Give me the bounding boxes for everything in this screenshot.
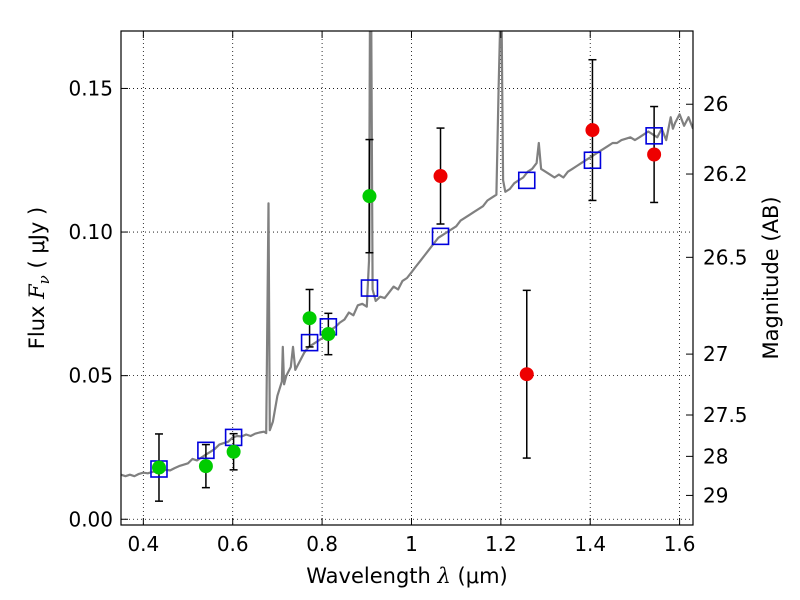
- optical-point: [226, 444, 241, 459]
- mag-tick-label: 27.5: [703, 403, 748, 427]
- nir-point: [519, 367, 534, 382]
- optical-point: [151, 460, 166, 475]
- mag-tick-label: 26: [703, 92, 728, 116]
- mag-tick-label: 26.2: [703, 162, 748, 186]
- y-tick-label: 0.05: [68, 364, 113, 388]
- model-flux-square: [517, 171, 536, 190]
- plot-data: [121, 31, 693, 502]
- model-flux-square: [431, 227, 450, 246]
- model-flux-square: [300, 333, 319, 352]
- mag-tick-label: 26.5: [703, 245, 748, 269]
- optical-point: [198, 459, 213, 474]
- x-tick-label: 1.4: [574, 532, 606, 556]
- optical-point: [362, 189, 377, 204]
- optical-point: [321, 327, 336, 342]
- optical-point: [302, 311, 317, 326]
- model-flux-square: [360, 279, 379, 297]
- x-tick-label: 0.6: [217, 532, 249, 556]
- x-tick-label: 0.8: [306, 532, 338, 556]
- grid: [121, 31, 693, 525]
- mag-tick-label: 29: [703, 483, 728, 507]
- x-tick-label: 1: [405, 532, 418, 556]
- x-axis-label: Wavelength λ (μm): [306, 564, 507, 588]
- mag-tick-label: 27: [703, 342, 728, 366]
- y-tick-label: 0.00: [68, 507, 113, 531]
- model-flux-square: [583, 151, 602, 170]
- axis-ticks: 0.4 0.6 0.8 1 1.2 1.4 1.6 0.00 0.05 0.10 0.15 26 26.…: [68, 31, 748, 556]
- y-axis-label: Flux Fν ( μJy ): [25, 207, 53, 349]
- x-tick-label: 1.6: [664, 532, 696, 556]
- x-tick-label: 0.4: [127, 532, 159, 556]
- x-tick-label: 1.2: [485, 532, 517, 556]
- y2-axis-label: Magnitude (AB): [759, 196, 783, 359]
- y-tick-label: 0.10: [68, 220, 113, 244]
- model-flux-square: [197, 441, 215, 460]
- nir-point: [433, 169, 448, 184]
- nir-point: [647, 147, 662, 162]
- plot-frame: [120, 30, 694, 526]
- nir-point: [585, 123, 600, 138]
- mag-tick-label: 28: [703, 444, 728, 468]
- model-flux-square: [645, 127, 663, 145]
- y-tick-label: 0.15: [68, 76, 113, 100]
